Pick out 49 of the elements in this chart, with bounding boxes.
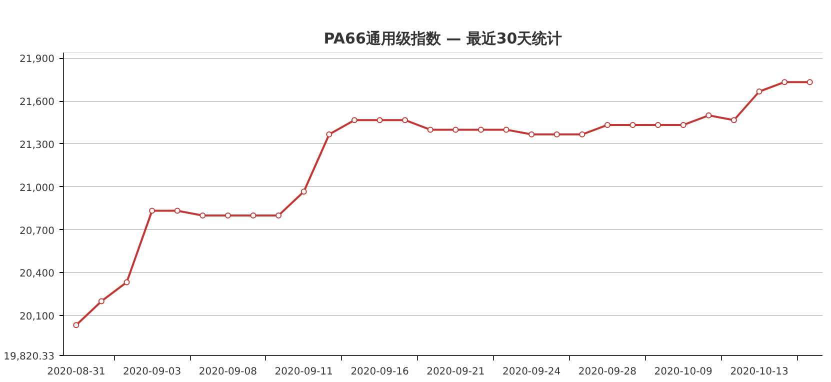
point xyxy=(224,212,231,218)
x-tick-label: 2020-09-03 xyxy=(122,366,182,378)
x-tick-label: 2020-09-24 xyxy=(502,366,561,378)
x-tick-label: 2020-10-13 xyxy=(730,366,788,378)
y-tick-label: 20,400 xyxy=(20,268,55,280)
point xyxy=(326,131,332,138)
point xyxy=(554,131,560,138)
point xyxy=(351,117,358,124)
point xyxy=(655,122,662,128)
point xyxy=(503,126,510,133)
y-tick-label: 21,300 xyxy=(20,140,55,151)
point xyxy=(730,117,737,124)
x-tick-label: 2020-09-28 xyxy=(578,366,637,378)
x-tick-label: 2020-09-21 xyxy=(426,366,485,378)
y-tick-label: 20,100 xyxy=(20,312,55,323)
point xyxy=(276,212,282,218)
chart-title: PA66通用级指数 — 最近30天统计 xyxy=(324,30,562,48)
point xyxy=(124,279,130,286)
point xyxy=(250,212,256,218)
x-tick-label: 2020-09-11 xyxy=(274,366,333,378)
point xyxy=(98,298,104,304)
point xyxy=(528,131,535,138)
x-tick-label: 2020-08-31 xyxy=(47,366,106,378)
point xyxy=(73,322,80,328)
y-tick-label: 20,700 xyxy=(20,226,55,237)
x-tick-label: 2020-09-16 xyxy=(350,366,409,378)
point xyxy=(706,112,712,118)
point xyxy=(452,126,459,133)
point xyxy=(579,131,586,138)
y-tick-label: 21,900 xyxy=(20,54,55,66)
point xyxy=(402,117,408,124)
point xyxy=(782,79,788,86)
point xyxy=(200,212,206,218)
point xyxy=(427,126,434,133)
y-tick-label: 19,820.33 xyxy=(4,352,55,362)
point xyxy=(478,126,484,133)
x-tick-label: 2020-10-09 xyxy=(654,366,712,378)
point xyxy=(174,208,180,214)
point xyxy=(149,208,156,214)
y-tick-label: 21,600 xyxy=(20,97,55,108)
y-tick-label: 21,000 xyxy=(20,182,55,194)
point xyxy=(806,79,813,86)
point xyxy=(300,188,307,195)
point xyxy=(604,122,610,128)
point xyxy=(680,122,686,128)
point xyxy=(756,88,762,95)
x-tick-label: 2020-09-08 xyxy=(198,366,258,378)
point xyxy=(376,117,383,124)
point xyxy=(630,122,636,128)
